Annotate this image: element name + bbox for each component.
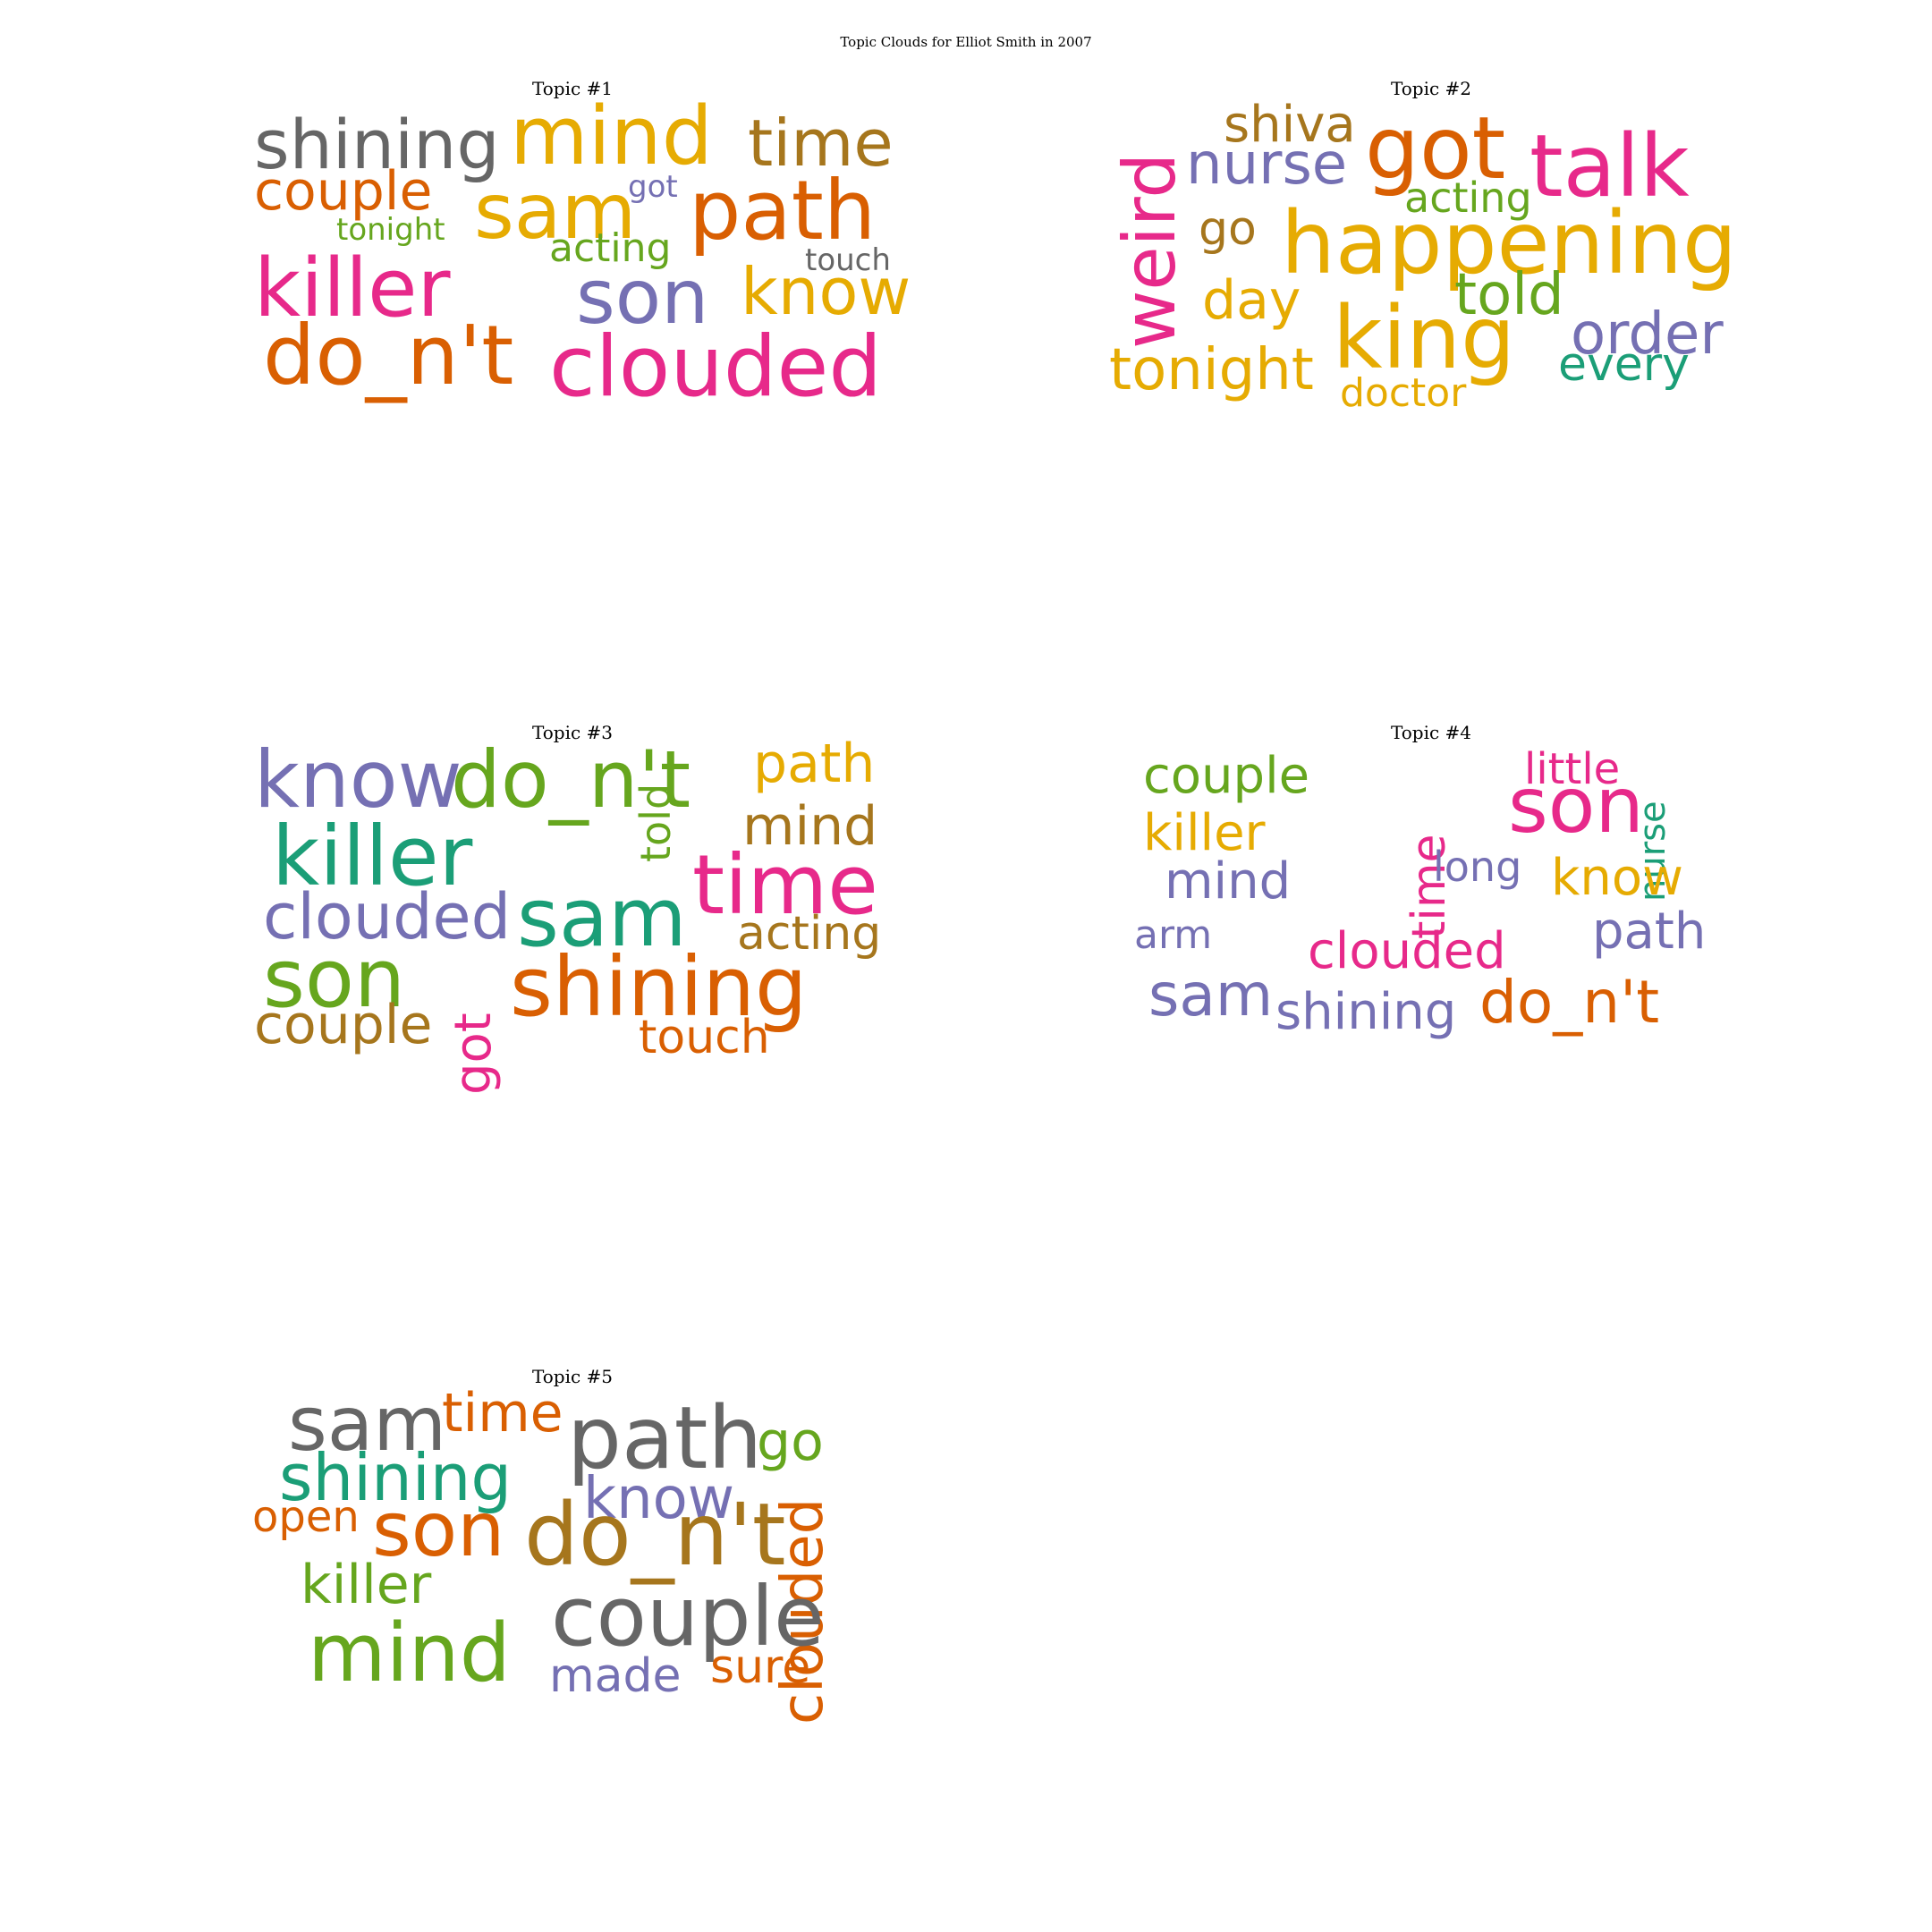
cloud-word: know — [1551, 849, 1683, 907]
cloud-word: path — [753, 733, 876, 795]
topic-cloud-5: Topic #5 sam time path go clouded shinin… — [250, 1366, 894, 1724]
cloud-word: mind — [308, 1606, 511, 1700]
cloud-word: path — [1592, 902, 1707, 961]
cloud-word: son — [263, 932, 405, 1026]
cloud-word: mind — [742, 795, 878, 858]
topic-cloud-3: Topic #3 know do_n't path told mind kill… — [250, 722, 894, 1095]
cloud-word: go — [757, 1411, 824, 1473]
cloud-word: shining — [1275, 983, 1457, 1041]
cloud-word: doctor — [1340, 370, 1467, 416]
cloud-word: order — [1571, 301, 1724, 368]
cloud-word: know — [741, 254, 911, 329]
cloud-word: time — [442, 1382, 564, 1445]
cloud-word: killer — [301, 1554, 432, 1616]
cloud-word: shining — [254, 105, 500, 184]
cloud-word: killer — [1143, 804, 1266, 862]
cloud-word: sam — [288, 1380, 447, 1468]
cloud-word: sure — [710, 1640, 811, 1694]
cloud-word: killer — [254, 242, 451, 335]
cloud-word: time — [692, 837, 878, 933]
cloud-word: son — [372, 1486, 505, 1573]
cloud-word: do_n't — [263, 308, 514, 403]
topic-title: Topic #1 — [531, 78, 614, 99]
cloud-word: shiva — [1224, 96, 1356, 154]
cloud-word: do_n't — [451, 733, 691, 826]
cloud-word: know — [254, 733, 462, 826]
cloud-word: shining — [279, 1440, 513, 1515]
cloud-word: king — [1333, 288, 1516, 388]
cloud-word: son — [1508, 761, 1644, 851]
cloud-word: go — [1199, 202, 1257, 256]
cloud-word: time — [748, 106, 894, 181]
topic-cloud-2: Topic #2 weird shiva nurse got talk acti… — [1108, 78, 1753, 429]
topic-cloud-4: Topic #4 couple little time son nurse ki… — [1109, 722, 1753, 1073]
cloud-word: got — [628, 169, 678, 205]
cloud-word: couple — [551, 1569, 825, 1665]
cloud-word: touch — [639, 1011, 770, 1064]
cloud-word: killer — [272, 809, 473, 904]
cloud-word: clouded — [263, 880, 512, 953]
cloud-word: happening — [1281, 193, 1737, 293]
topic-title: Topic #3 — [531, 722, 614, 743]
cloud-word: couple — [1143, 747, 1310, 805]
cloud-word: do_n't — [1479, 968, 1660, 1037]
cloud-word: arm — [1134, 912, 1213, 958]
cloud-word: clouded — [1308, 922, 1506, 980]
cloud-word: know — [583, 1466, 735, 1532]
cloud-word: mind — [1165, 852, 1292, 911]
cloud-word: every — [1558, 338, 1690, 392]
cloud-word: couple — [254, 994, 433, 1056]
topic-title: Topic #4 — [1390, 722, 1472, 743]
cloud-word: sam — [474, 167, 637, 257]
cloud-word: nurse — [1186, 131, 1348, 198]
cloud-word: day — [1202, 269, 1301, 332]
cloud-word: little — [1524, 744, 1621, 794]
cloud-word: shining — [510, 939, 808, 1035]
cloud-word: acting — [549, 225, 672, 271]
cloud-word: talk — [1530, 116, 1690, 216]
cloud-word: path — [689, 163, 877, 258]
cloud-word: touch — [805, 242, 891, 278]
cloud-word: acting — [737, 907, 882, 961]
cloud-word: clouded — [549, 318, 883, 416]
cloud-word: do_n't — [524, 1485, 786, 1585]
cloud-word: mind — [510, 89, 713, 183]
cloud-word: weird — [1108, 152, 1191, 349]
cloud-word: path — [567, 1388, 763, 1488]
cloud-word: tonight — [1109, 337, 1314, 403]
topic-title: Topic #2 — [1390, 78, 1472, 99]
cloud-word: got — [445, 1013, 503, 1095]
cloud-word: son — [576, 253, 709, 341]
cloud-word: long — [1433, 843, 1522, 891]
topic-title: Topic #5 — [531, 1366, 614, 1387]
page-title: Topic Clouds for Elliot Smith in 2007 — [840, 34, 1092, 50]
cloud-word: made — [549, 1649, 682, 1703]
cloud-word: got — [1365, 98, 1506, 199]
cloud-word: told — [631, 783, 680, 862]
cloud-word: sam — [1148, 961, 1274, 1030]
cloud-word: sam — [517, 871, 687, 965]
cloud-word: acting — [1404, 174, 1532, 222]
topic-cloud-1: Topic #1 shining mind time couple got sa… — [250, 78, 911, 429]
cloud-word: told — [1454, 262, 1564, 328]
cloud-word: couple — [254, 160, 433, 223]
cloud-word: tonight — [336, 212, 445, 248]
cloud-word: open — [252, 1492, 360, 1542]
